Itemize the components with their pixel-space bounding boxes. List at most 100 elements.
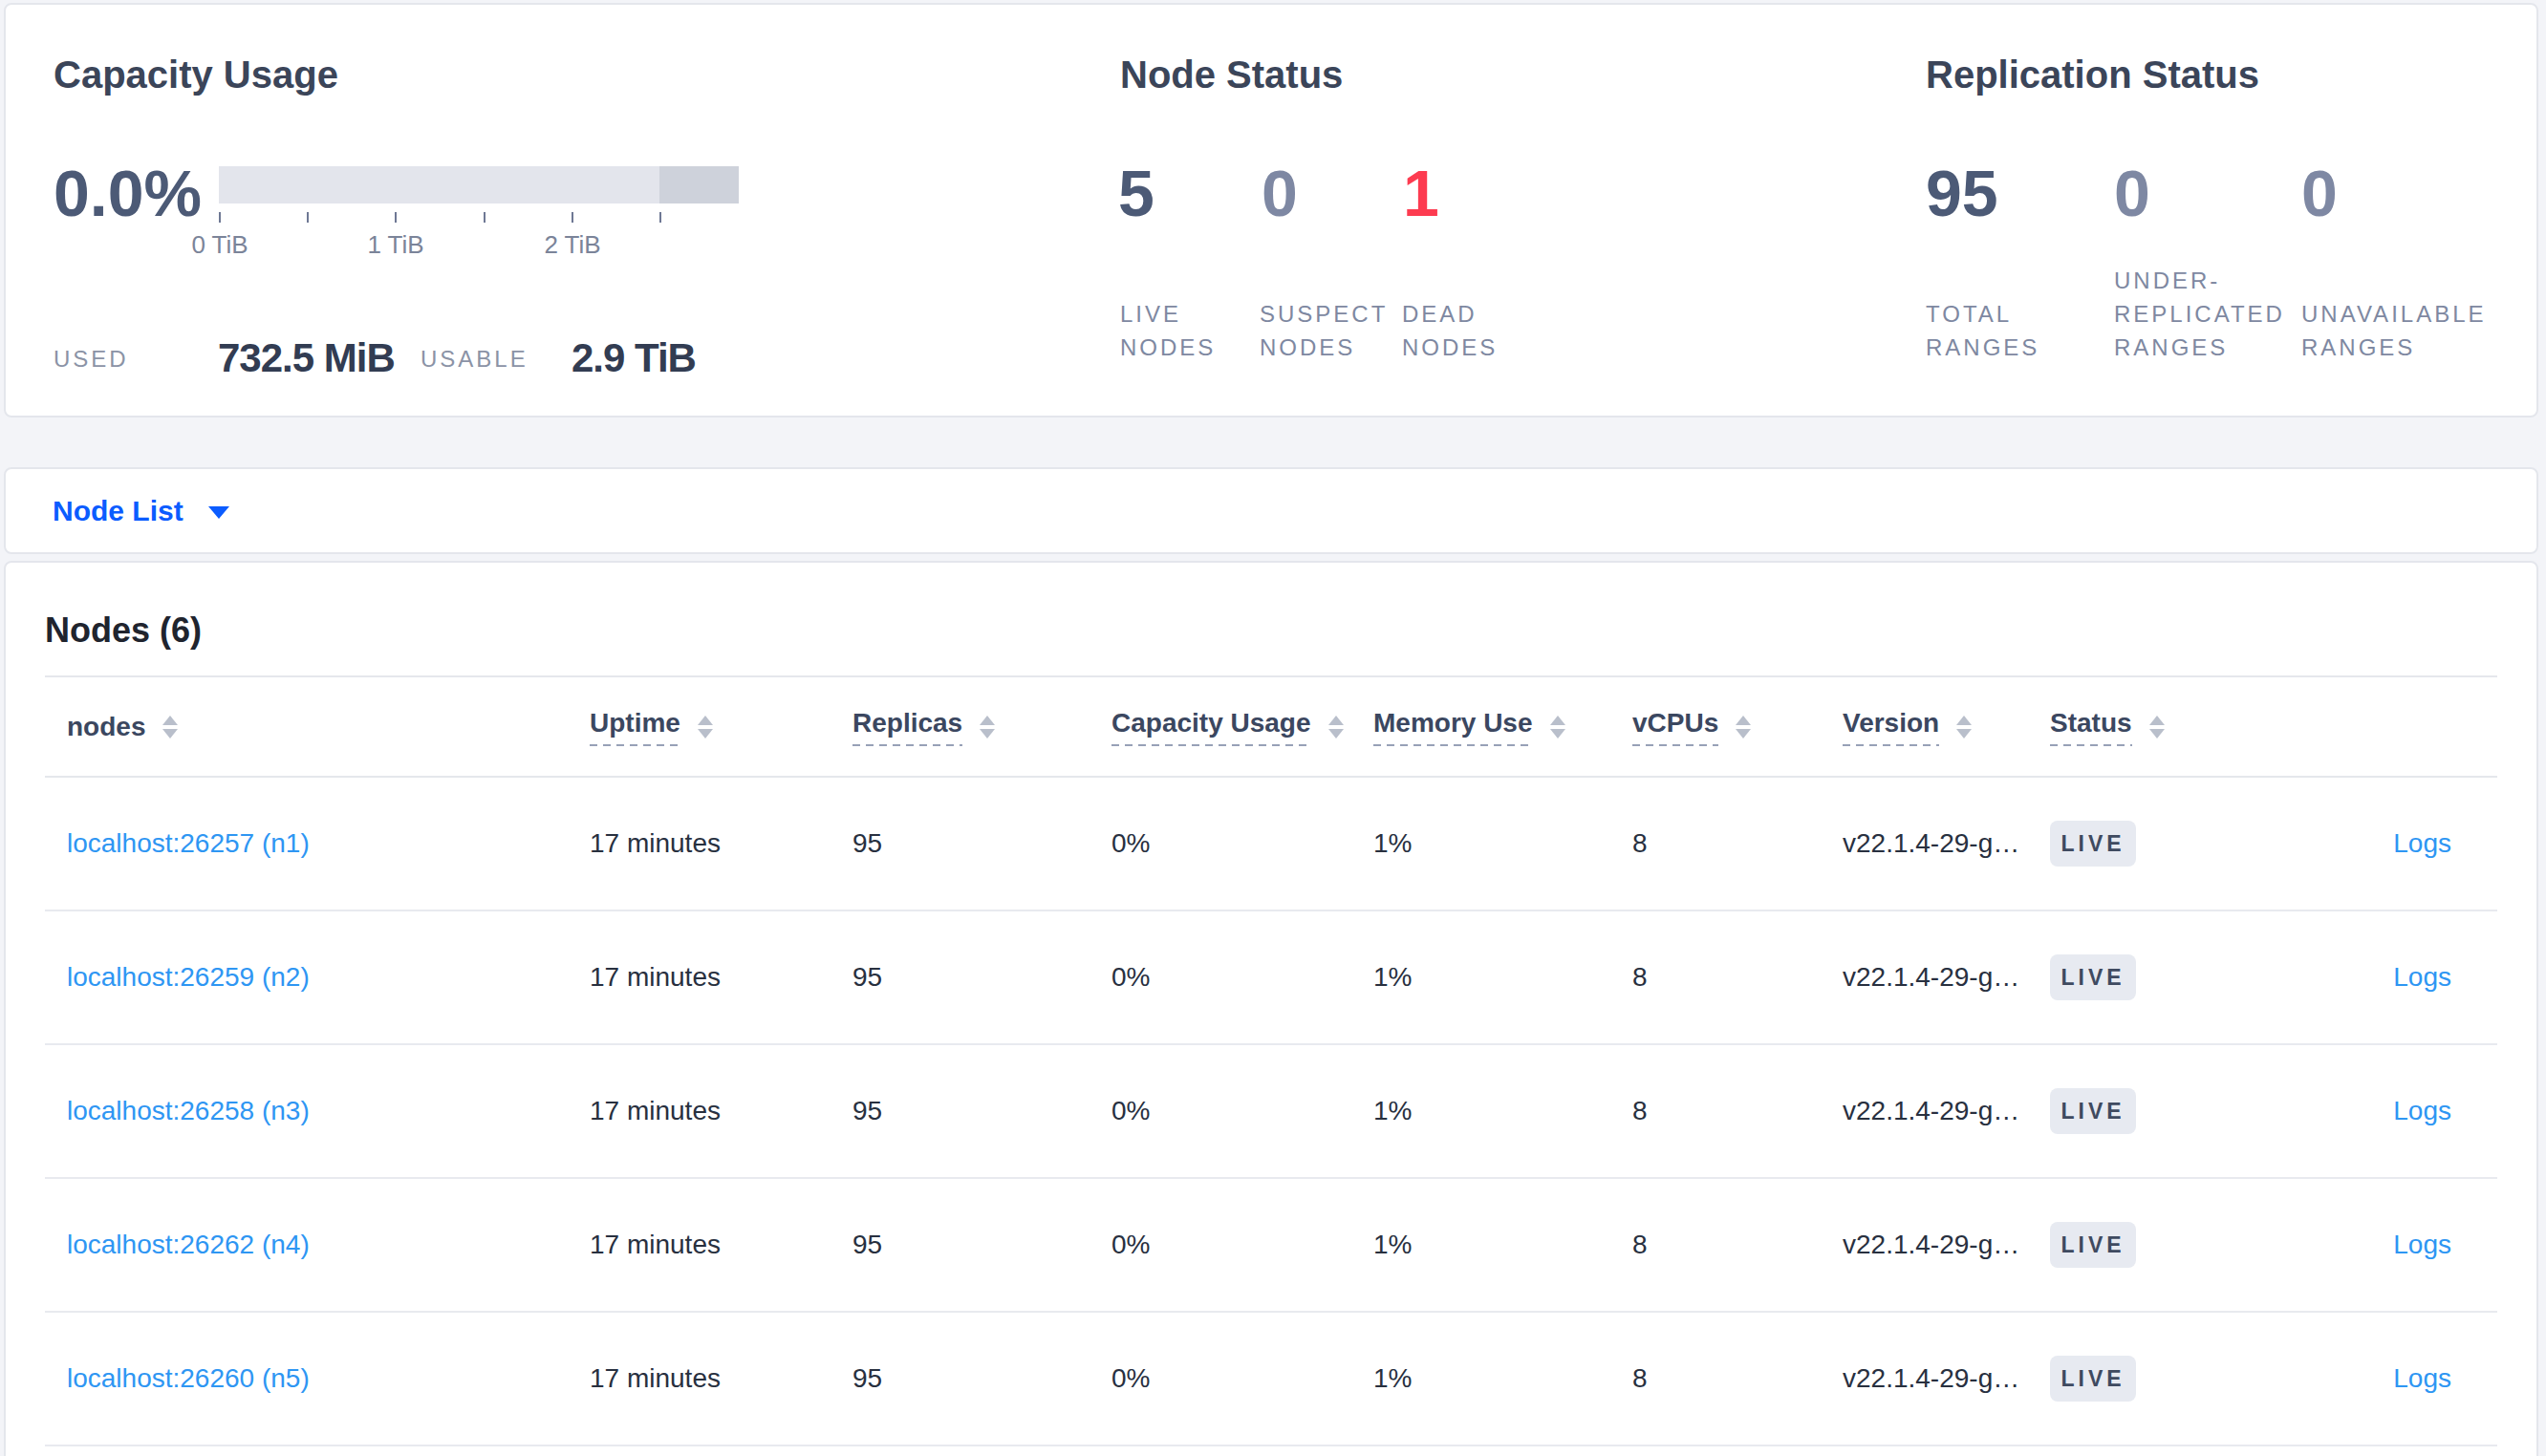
status-badge: LIVE xyxy=(2050,954,2136,1000)
column-header-version[interactable]: Version xyxy=(1843,708,2050,746)
capacity-axis-tick xyxy=(659,212,661,223)
replicas-cell: 95 xyxy=(852,962,1111,993)
node-link[interactable]: localhost:26259 (n2) xyxy=(67,962,310,992)
capacity-cell: 0% xyxy=(1111,962,1373,993)
logs-link[interactable]: Logs xyxy=(2393,1230,2451,1259)
sort-icon xyxy=(1956,716,1972,739)
version-cell: v22.1.4-29-g… xyxy=(1843,828,2050,859)
node-link[interactable]: localhost:26260 (n5) xyxy=(67,1363,310,1393)
node-link[interactable]: localhost:26257 (n1) xyxy=(67,828,310,858)
sort-icon xyxy=(1328,716,1344,739)
column-header-uptime[interactable]: Uptime xyxy=(590,708,852,746)
live-nodes-label: LIVE NODES xyxy=(1120,297,1273,364)
capacity-usage-bar xyxy=(219,166,739,203)
node-status-title: Node Status xyxy=(1120,54,1343,96)
live-nodes-count: 5 xyxy=(1118,161,1154,225)
uptime-cell: 17 minutes xyxy=(590,1096,852,1126)
version-cell: v22.1.4-29-g… xyxy=(1843,1096,2050,1126)
column-header-replicas[interactable]: Replicas xyxy=(852,708,1111,746)
dead-nodes-count: 1 xyxy=(1403,161,1439,225)
sort-icon xyxy=(698,716,713,739)
under-replicated-ranges-label: UNDER-REPLICATED RANGES xyxy=(2114,264,2310,364)
capacity-usage-title: Capacity Usage xyxy=(54,54,338,96)
column-header-vcpus[interactable]: vCPUs xyxy=(1632,708,1843,746)
capacity-bar-reserved-segment xyxy=(659,166,739,203)
uptime-cell: 17 minutes xyxy=(590,828,852,859)
capacity-used-percent: 0.0% xyxy=(54,161,202,225)
capacity-axis-tick xyxy=(307,212,309,223)
unavailable-ranges-label: UNAVAILABLE RANGES xyxy=(2301,297,2497,364)
logs-link[interactable]: Logs xyxy=(2393,1096,2451,1125)
sort-icon xyxy=(1736,716,1751,739)
total-ranges-count: 95 xyxy=(1926,161,1998,225)
capacity-axis-label-1: 1 TiB xyxy=(338,230,453,260)
sort-icon xyxy=(162,716,178,739)
uptime-cell: 17 minutes xyxy=(590,1230,852,1260)
replicas-cell: 95 xyxy=(852,1363,1111,1394)
status-badge: LIVE xyxy=(2050,821,2136,867)
capacity-axis-tick xyxy=(219,212,221,223)
version-cell: v22.1.4-29-g… xyxy=(1843,1363,2050,1394)
vcpus-cell: 8 xyxy=(1632,1096,1843,1126)
capacity-usable-value: 2.9 TiB xyxy=(572,335,696,381)
status-badge: LIVE xyxy=(2050,1088,2136,1134)
capacity-axis-label-2: 2 TiB xyxy=(515,230,630,260)
replicas-cell: 95 xyxy=(852,1230,1111,1260)
node-link[interactable]: localhost:26262 (n4) xyxy=(67,1230,310,1259)
column-header-capacity-usage[interactable]: Capacity Usage xyxy=(1111,708,1373,746)
version-cell: v22.1.4-29-g… xyxy=(1843,962,2050,993)
memory-cell: 1% xyxy=(1373,962,1632,993)
nodes-table-heading: Nodes (6) xyxy=(45,563,2497,652)
memory-cell: 1% xyxy=(1373,1096,1632,1126)
sort-icon xyxy=(1550,716,1565,739)
node-row-n2: localhost:26259 (n2) 17 minutes 95 0% 1%… xyxy=(45,911,2497,1045)
uptime-cell: 17 minutes xyxy=(590,1363,852,1394)
cluster-summary-card: Capacity Usage 0.0% 0 TiB 1 TiB 2 TiB US… xyxy=(4,3,2538,418)
replication-status-title: Replication Status xyxy=(1926,54,2259,96)
version-cell: v22.1.4-29-g… xyxy=(1843,1230,2050,1260)
sort-icon xyxy=(980,716,995,739)
column-header-memory-use[interactable]: Memory Use xyxy=(1373,708,1632,746)
under-replicated-ranges-count: 0 xyxy=(2114,161,2150,225)
capacity-cell: 0% xyxy=(1111,1363,1373,1394)
node-list-dropdown[interactable]: Node List xyxy=(4,467,2538,554)
suspect-nodes-label: SUSPECT NODES xyxy=(1260,297,1413,364)
memory-cell: 1% xyxy=(1373,1363,1632,1394)
uptime-cell: 17 minutes xyxy=(590,962,852,993)
vcpus-cell: 8 xyxy=(1632,1230,1843,1260)
status-badge: LIVE xyxy=(2050,1356,2136,1402)
replicas-cell: 95 xyxy=(852,828,1111,859)
capacity-cell: 0% xyxy=(1111,1096,1373,1126)
column-header-nodes[interactable]: nodes xyxy=(45,712,590,742)
vcpus-cell: 8 xyxy=(1632,828,1843,859)
unavailable-ranges-count: 0 xyxy=(2301,161,2338,225)
sort-icon xyxy=(2149,716,2165,739)
node-row-n3: localhost:26258 (n3) 17 minutes 95 0% 1%… xyxy=(45,1045,2497,1179)
capacity-cell: 0% xyxy=(1111,1230,1373,1260)
capacity-axis-label-0: 0 TiB xyxy=(162,230,277,260)
dead-nodes-label: DEAD NODES xyxy=(1402,297,1555,364)
memory-cell: 1% xyxy=(1373,828,1632,859)
node-list-dropdown-label: Node List xyxy=(53,495,183,527)
vcpus-cell: 8 xyxy=(1632,1363,1843,1394)
node-row-n5: localhost:26260 (n5) 17 minutes 95 0% 1%… xyxy=(45,1313,2497,1446)
node-link[interactable]: localhost:26258 (n3) xyxy=(67,1096,310,1125)
chevron-down-icon xyxy=(208,506,229,519)
capacity-axis-tick xyxy=(572,212,573,223)
capacity-axis-tick xyxy=(484,212,485,223)
capacity-cell: 0% xyxy=(1111,828,1373,859)
replicas-cell: 95 xyxy=(852,1096,1111,1126)
suspect-nodes-count: 0 xyxy=(1262,161,1298,225)
logs-link[interactable]: Logs xyxy=(2393,962,2451,992)
column-header-status[interactable]: Status xyxy=(2050,708,2294,746)
status-badge: LIVE xyxy=(2050,1222,2136,1268)
memory-cell: 1% xyxy=(1373,1230,1632,1260)
capacity-axis-tick xyxy=(395,212,397,223)
logs-link[interactable]: Logs xyxy=(2393,828,2451,858)
capacity-used-label: USED xyxy=(54,346,129,373)
total-ranges-label: TOTAL RANGES xyxy=(1926,297,2117,364)
nodes-table-header-row: nodes Uptime Replicas Capacity Usage Mem… xyxy=(45,675,2497,778)
logs-link[interactable]: Logs xyxy=(2393,1363,2451,1393)
node-row-n1: localhost:26257 (n1) 17 minutes 95 0% 1%… xyxy=(45,778,2497,911)
vcpus-cell: 8 xyxy=(1632,962,1843,993)
